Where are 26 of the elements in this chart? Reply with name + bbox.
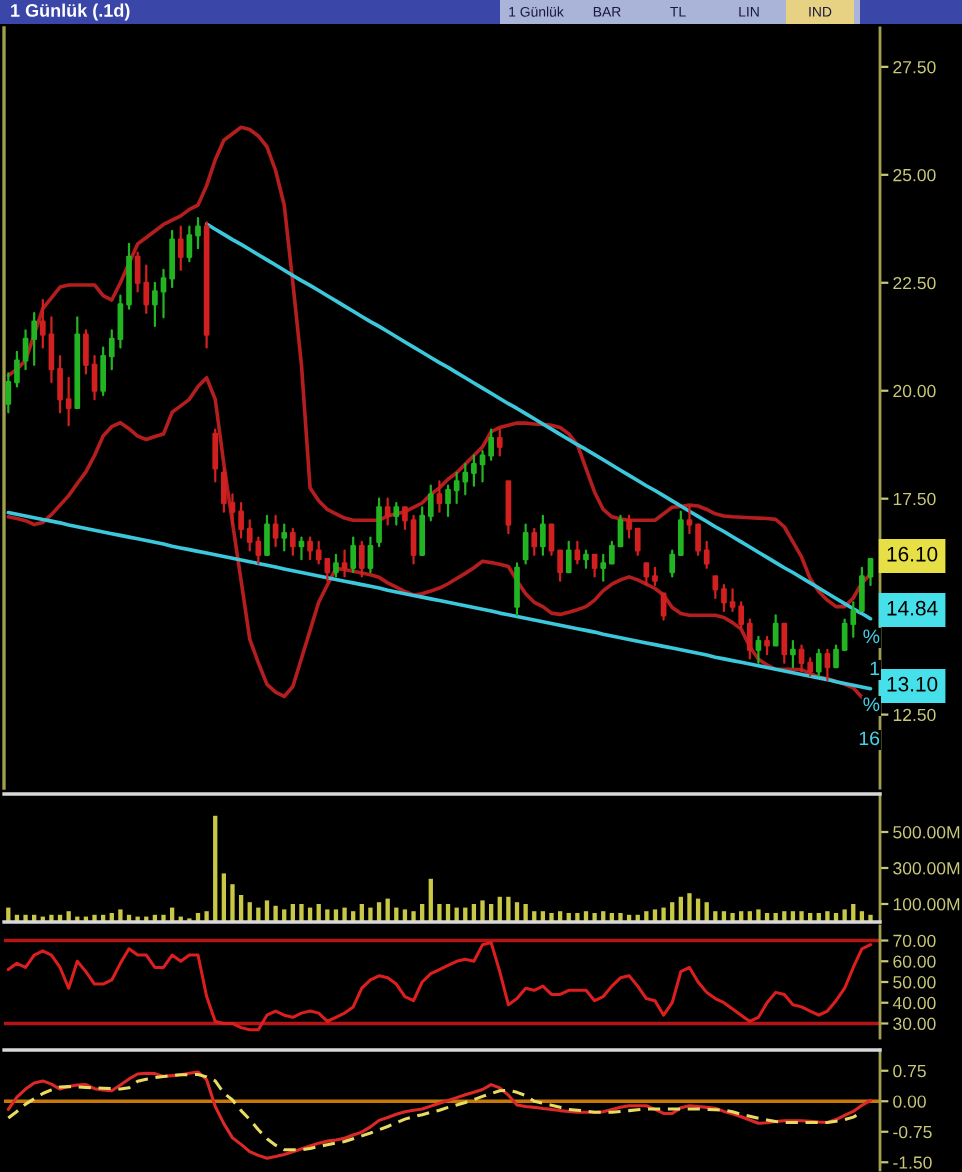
y-tick-label: 500.00M: [893, 826, 960, 839]
y-tick-label: 0.75: [893, 1064, 926, 1078]
y-tick-label: 12.50: [893, 708, 936, 722]
y-tick-label: 60.00: [893, 955, 936, 968]
y-tick-label: 27.50: [893, 60, 936, 74]
y-tick-label: 25.00: [893, 168, 936, 182]
y-tick-label: 17.50: [893, 492, 936, 506]
text: 16.10: [887, 546, 938, 562]
chart-title: 1 Günlük (.1d): [11, 3, 130, 21]
text: 13.10: [887, 676, 938, 692]
y-tick-label: 0.00: [893, 1095, 926, 1108]
y-tick-label: 70.00: [893, 934, 936, 948]
y-tick-label: 20.00: [893, 384, 936, 398]
text: 14.84: [887, 600, 938, 616]
annotation: 16: [859, 731, 880, 746]
y-tick-label: 50.00: [893, 976, 936, 989]
y-tick-label: -0.75: [893, 1125, 932, 1139]
y-tick-label: 22.50: [893, 276, 936, 290]
y-tick-label: -1.50: [893, 1156, 932, 1169]
annotation: %: [863, 697, 880, 712]
y-tick-label: 100.00M: [893, 898, 960, 911]
y-tick-label: 30.00: [893, 1017, 936, 1030]
annotation: 1: [870, 661, 880, 676]
annotation: %: [863, 629, 880, 644]
y-tick-label: 40.00: [892, 996, 936, 1010]
y-tick-label: 300.00M: [893, 862, 960, 875]
